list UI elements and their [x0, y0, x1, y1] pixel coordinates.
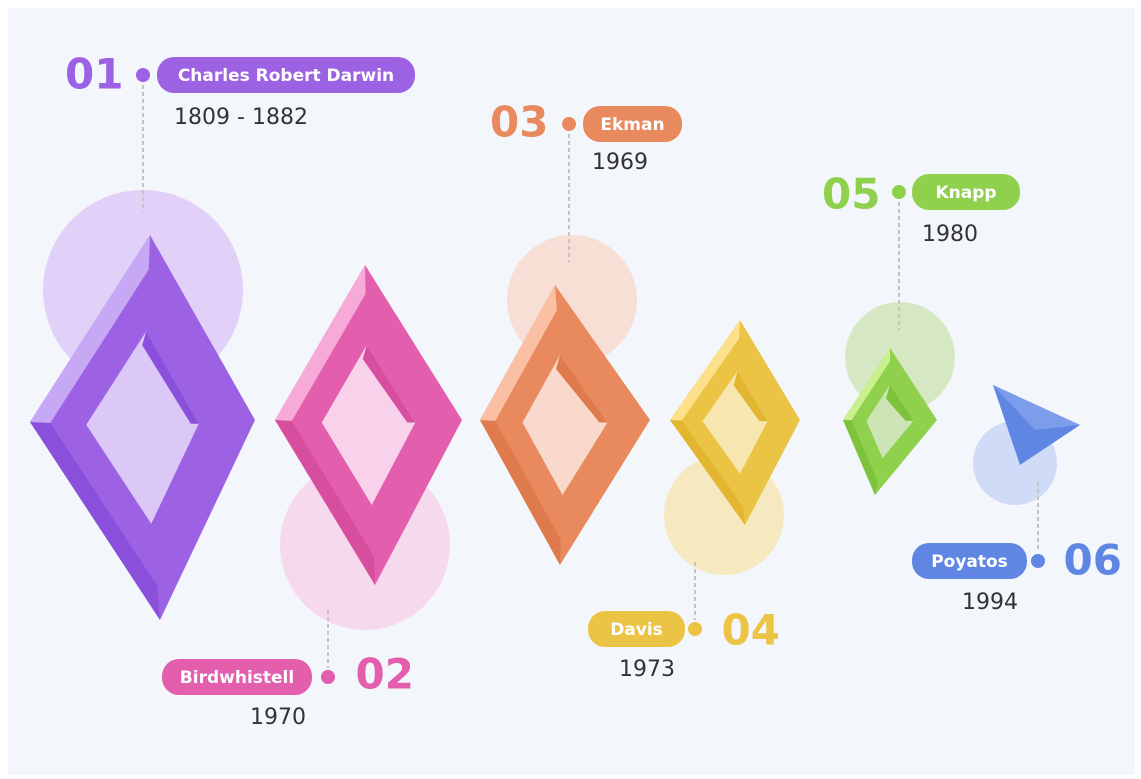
infographic: Charles Robert Darwin 01 1809 - 1882 Birdwh…	[0, 0, 1141, 779]
dot	[562, 117, 576, 131]
name: Ekman	[600, 115, 664, 135]
step-number: 03	[490, 98, 548, 147]
dot	[688, 622, 702, 636]
years: 1994	[962, 590, 1018, 615]
step-number: 04	[722, 606, 780, 655]
dot	[892, 185, 906, 199]
dot	[321, 670, 335, 684]
years: 1973	[619, 657, 675, 682]
step-number: 06	[1064, 536, 1122, 585]
name: Charles Robert Darwin	[178, 66, 394, 86]
name: Knapp	[935, 183, 996, 203]
step-number: 02	[356, 650, 414, 699]
years: 1809 - 1882	[174, 105, 308, 130]
name: Poyatos	[931, 552, 1008, 572]
dot	[1031, 554, 1045, 568]
years: 1969	[592, 150, 648, 175]
name: Birdwhistell	[180, 668, 294, 688]
step-number: 05	[822, 170, 880, 219]
dot	[136, 68, 150, 82]
name: Davis	[610, 620, 663, 640]
years: 1980	[922, 222, 978, 247]
years: 1970	[250, 705, 306, 730]
step-number: 01	[65, 50, 123, 99]
